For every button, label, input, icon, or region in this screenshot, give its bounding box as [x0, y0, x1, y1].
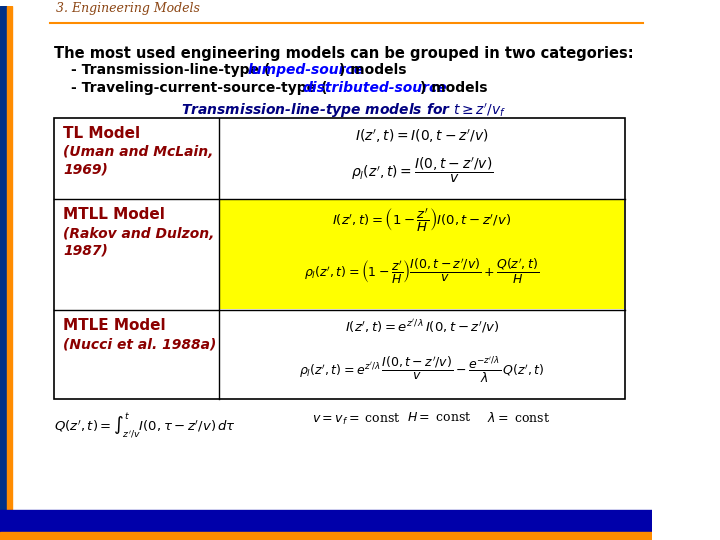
Text: $\rho_l(z',t) = \left(1-\dfrac{z'}{H}\right)\dfrac{I(0,t-z'/v)}{v} + \dfrac{Q(z': $\rho_l(z',t) = \left(1-\dfrac{z'}{H}\ri… — [305, 256, 539, 286]
Text: (Rakov and Dulzon,: (Rakov and Dulzon, — [63, 227, 215, 240]
Text: $H =$ const: $H =$ const — [408, 411, 472, 424]
Text: $\rho_l(z',t) = e^{z'/\lambda}\,\dfrac{I(0,t-z'/v)}{v} - \dfrac{e^{-z'/\lambda}}: $\rho_l(z',t) = e^{z'/\lambda}\,\dfrac{I… — [300, 354, 544, 384]
Text: $I(z',t) = I(0,t-z'/v)$: $I(z',t) = I(0,t-z'/v)$ — [355, 127, 489, 145]
Text: UNIVERSITY OF
FLORIDA: UNIVERSITY OF FLORIDA — [556, 500, 614, 519]
Text: distributed-source: distributed-source — [302, 81, 447, 95]
Text: - Transmission-line-type (: - Transmission-line-type ( — [71, 63, 270, 77]
Text: $Q(z',t) = \int_{z'/v}^{t} I(0,\tau - z'/v)\,d\tau$: $Q(z',t) = \int_{z'/v}^{t} I(0,\tau - z'… — [54, 411, 236, 440]
Text: 1969): 1969) — [63, 163, 108, 176]
Text: ) models: ) models — [420, 81, 487, 95]
Text: $I(z',t) = e^{z'/\lambda}\,I(0,t-z'/v)$: $I(z',t) = e^{z'/\lambda}\,I(0,t-z'/v)$ — [345, 318, 499, 335]
Bar — [0, 532, 652, 540]
Text: 3. Engineering Models: 3. Engineering Models — [56, 2, 200, 15]
Text: 18: 18 — [20, 506, 37, 519]
Text: (Nucci et al. 1988a): (Nucci et al. 1988a) — [63, 338, 217, 352]
Text: 1987): 1987) — [63, 244, 108, 258]
Text: MTLE Model: MTLE Model — [63, 318, 166, 333]
Text: lumped-source: lumped-source — [248, 63, 364, 77]
Text: $I(z',t) = \left(1-\dfrac{z'}{H}\right)I(0,t-z'/v)$: $I(z',t) = \left(1-\dfrac{z'}{H}\right)I… — [333, 207, 511, 234]
Text: TL Model: TL Model — [63, 126, 140, 141]
Text: (Uman and McLain,: (Uman and McLain, — [63, 145, 214, 159]
Text: Transmission-line-type models for $t \geq z'/v_f$: Transmission-line-type models for $t \ge… — [181, 102, 507, 120]
Bar — [0, 6, 7, 540]
Text: MTLL Model: MTLL Model — [63, 207, 166, 222]
Bar — [7, 6, 12, 540]
Text: $v = v_f =$ const: $v = v_f =$ const — [312, 411, 401, 427]
Text: $\rho_l(z',t) = \dfrac{I(0,t-z'/v)}{v}$: $\rho_l(z',t) = \dfrac{I(0,t-z'/v)}{v}$ — [351, 156, 493, 185]
Bar — [0, 510, 652, 532]
Bar — [54, 118, 625, 399]
Text: - Traveling-current-source-type (: - Traveling-current-source-type ( — [71, 81, 327, 95]
Bar — [220, 200, 624, 309]
Text: ) models: ) models — [338, 63, 406, 77]
Text: The most used engineering models can be grouped in two categories:: The most used engineering models can be … — [54, 45, 634, 60]
Text: $\lambda =$ const: $\lambda =$ const — [487, 411, 550, 426]
